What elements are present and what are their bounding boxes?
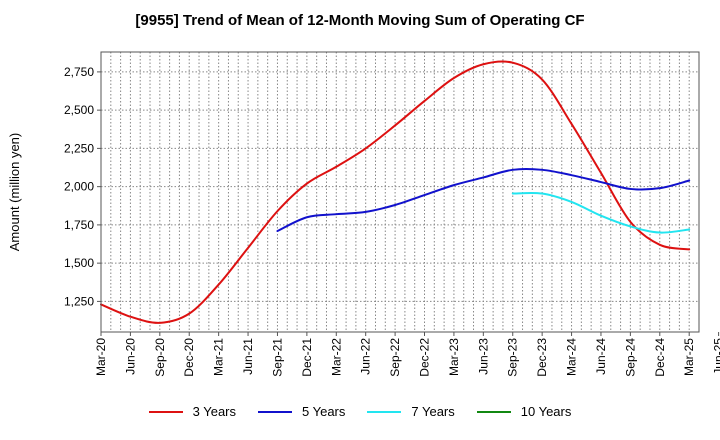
y-tick-label: 2,250 — [64, 141, 94, 155]
legend-label: 5 Years — [302, 404, 346, 419]
x-tick-label: Jun-21 — [241, 338, 255, 375]
x-tick-label: Jun-24 — [594, 338, 608, 375]
legend-item-3-years: 3 Years — [148, 404, 236, 419]
y-tick-label: 2,000 — [64, 180, 94, 194]
y-axis-label: Amount (million yen) — [7, 133, 22, 252]
grid-lines — [101, 52, 699, 332]
plot-area — [101, 52, 699, 332]
x-tick-label: Mar-25 — [682, 338, 696, 376]
x-tick-label: Mar-24 — [565, 338, 579, 376]
x-tick-label: Mar-22 — [329, 338, 343, 376]
y-axis-ticks: 1,250 1,500 1,750 2,000 2,250 2,500 2,750 — [64, 65, 101, 308]
x-tick-label: Sep-22 — [388, 338, 402, 377]
x-tick-label: Dec-23 — [535, 338, 549, 377]
legend-swatch — [367, 410, 402, 413]
legend-item-7-years: 7 Years — [367, 404, 455, 419]
legend-label: 3 Years — [192, 404, 236, 419]
y-tick-label: 1,750 — [64, 218, 94, 232]
x-tick-label: Dec-22 — [418, 338, 432, 377]
x-tick-label: Jun-22 — [359, 338, 373, 375]
series-line-1 — [100, 60, 691, 324]
legend-swatch — [476, 410, 511, 413]
series-line-3 — [511, 191, 691, 234]
x-tick-label: Jun-20 — [123, 338, 137, 375]
series-lines — [100, 60, 691, 324]
x-tick-label: Mar-23 — [447, 338, 461, 376]
x-tick-label: Jun-25 — [712, 338, 720, 375]
y-tick-label: 1,500 — [64, 256, 94, 270]
x-tick-label: Sep-20 — [153, 338, 167, 377]
y-tick-label: 1,250 — [64, 294, 94, 308]
x-tick-label: Sep-24 — [623, 338, 637, 377]
legend-swatch — [258, 410, 292, 413]
legend-label: 7 Years — [411, 404, 455, 419]
legend: 3 Years 5 Years 7 Years 10 Years — [0, 404, 720, 419]
legend-item-5-years: 5 Years — [258, 404, 345, 419]
x-tick-label: Sep-21 — [270, 338, 284, 377]
y-tick-label: 2,500 — [64, 103, 94, 117]
series-line-2 — [276, 168, 691, 233]
legend-item-10-years: 10 Years — [476, 404, 572, 419]
plot-frame — [100, 51, 700, 333]
legend-label: 10 Years — [520, 404, 572, 419]
x-tick-label: Mar-20 — [94, 338, 108, 376]
x-tick-label: Dec-20 — [182, 338, 196, 377]
x-tick-label: Dec-21 — [300, 338, 314, 377]
x-tick-label: Dec-24 — [653, 338, 667, 377]
x-tick-label: Sep-23 — [506, 338, 520, 377]
x-tick-label: Mar-21 — [212, 338, 226, 376]
chart-title: [9955] Trend of Mean of 12-Month Moving … — [135, 12, 585, 29]
x-tick-label: Jun-23 — [476, 338, 490, 375]
x-axis-ticks: Mar-20 Jun-20 Sep-20 Dec-20 Mar-21 Jun-21 Sep-… — [94, 332, 720, 377]
y-tick-label: 2,750 — [64, 65, 94, 79]
legend-swatch — [148, 410, 183, 413]
